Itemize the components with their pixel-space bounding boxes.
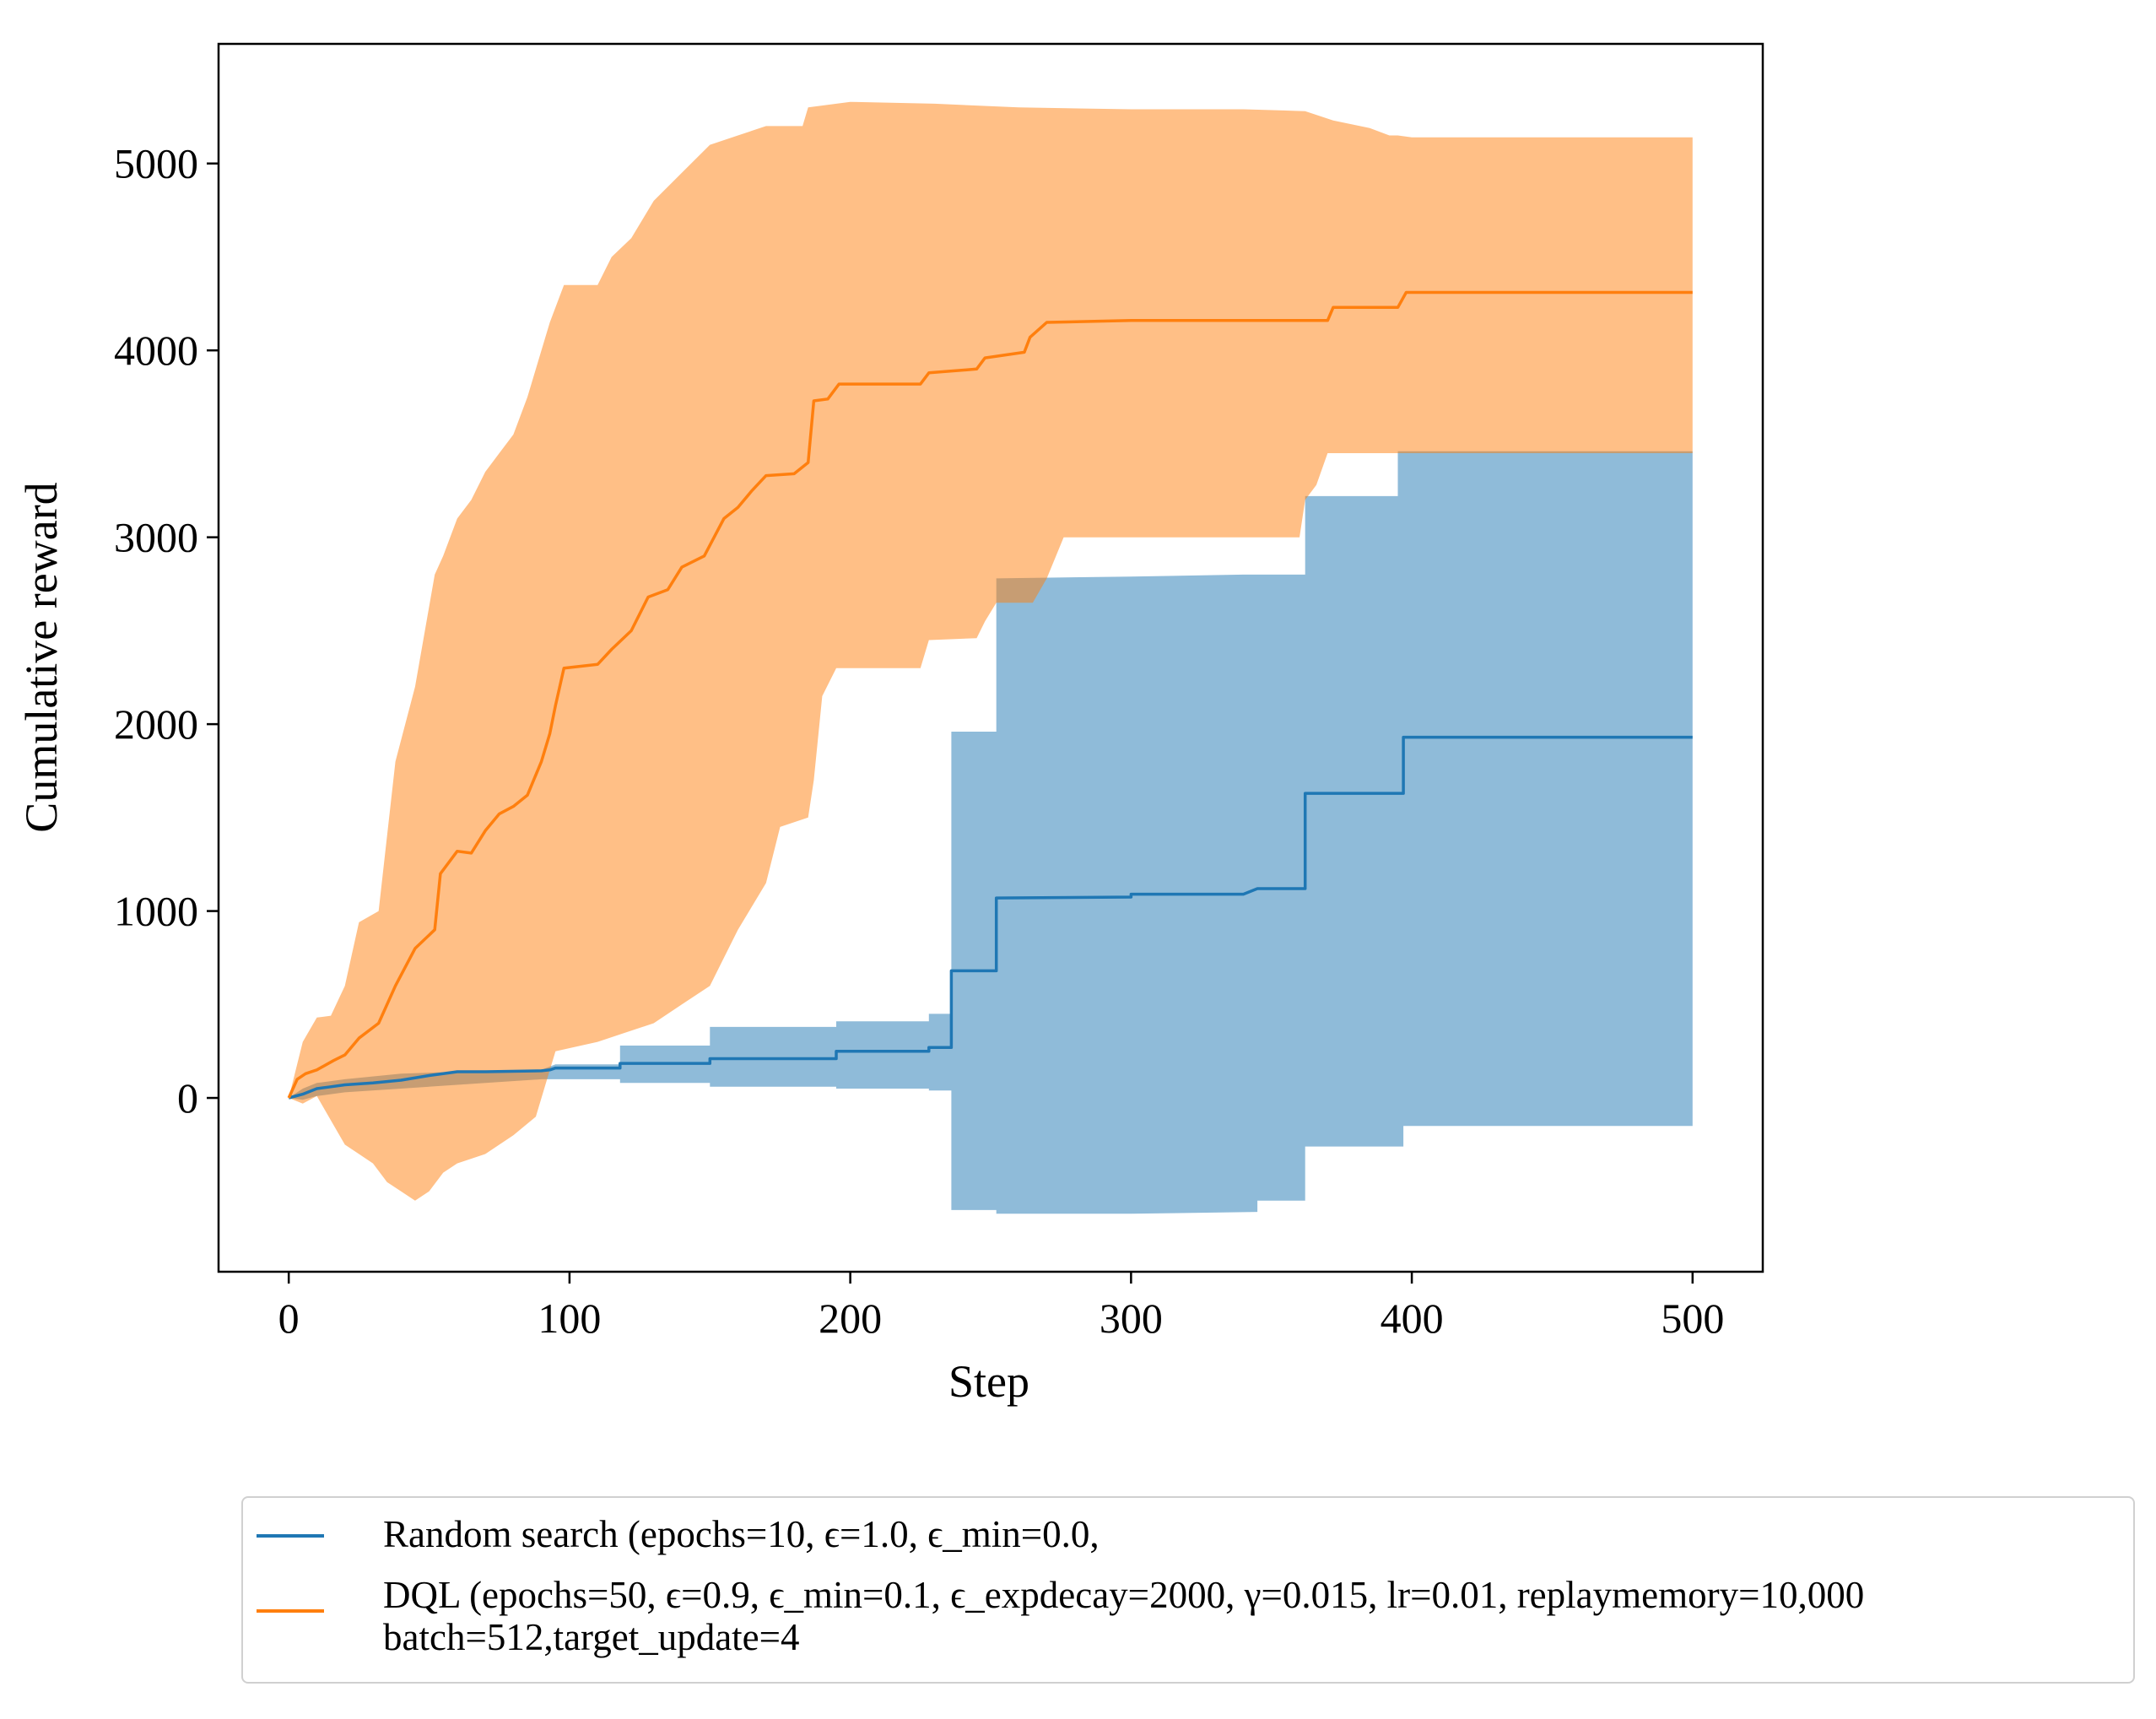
y-tick-label: 2000: [114, 700, 198, 748]
y-tick-label: 5000: [114, 140, 198, 187]
mean-line-dql: [287, 290, 1693, 1099]
legend: Random search (epochs=10, ϵ=1.0, ϵ_min=0…: [241, 1496, 2135, 1684]
y-tick-label: 1000: [114, 888, 198, 935]
legend-swatch-random-search: [257, 1534, 324, 1538]
x-axis-label: Step: [948, 1356, 1029, 1407]
legend-label-dql: DQL (epochs=50, ϵ=0.9, ϵ_min=0.1, ϵ_expd…: [383, 1574, 1865, 1658]
y-tick-label: 4000: [114, 327, 198, 374]
plot-frame: [217, 42, 1764, 1273]
x-tick-label: 0: [278, 1295, 300, 1342]
legend-swatch-dql: [257, 1609, 324, 1613]
x-tick-label: 400: [1381, 1295, 1444, 1342]
y-axis-label: Cumulative reward: [16, 482, 67, 832]
chart-marks: [287, 101, 1693, 1214]
y-tick-label: 3000: [114, 514, 198, 561]
confidence-band-dql: [289, 101, 1693, 1201]
legend-label-random-search: Random search (epochs=10, ϵ=1.0, ϵ_min=0…: [383, 1513, 1100, 1555]
confidence-band-random-search: [289, 451, 1693, 1214]
mean-line-random-search: [288, 735, 1693, 1100]
x-tick-label: 500: [1661, 1295, 1724, 1342]
x-tick-label: 200: [819, 1295, 882, 1342]
x-tick-label: 100: [538, 1295, 601, 1342]
y-tick-label: 0: [177, 1074, 198, 1122]
x-tick-label: 300: [1100, 1295, 1163, 1342]
